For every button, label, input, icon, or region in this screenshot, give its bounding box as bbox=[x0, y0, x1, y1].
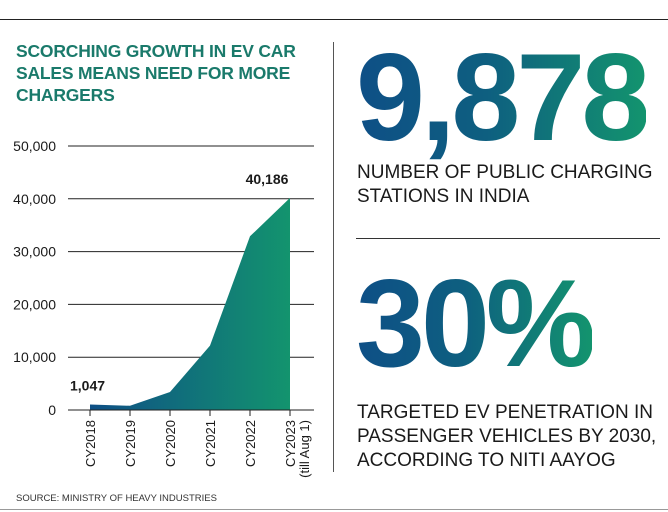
top-rule bbox=[0, 19, 668, 20]
data-point bbox=[289, 196, 292, 199]
y-tick-label: 20,000 bbox=[13, 296, 56, 312]
ev-penetration-target: 30% bbox=[356, 255, 596, 393]
y-tick-label: 50,000 bbox=[13, 138, 56, 154]
chart-title: SCORCHING GROWTH IN EV CAR SALES MEANS N… bbox=[16, 41, 296, 105]
x-tick-label: CY2021 bbox=[203, 420, 218, 467]
data-point bbox=[89, 403, 92, 406]
column-divider bbox=[333, 42, 334, 472]
charging-stations-label: NUMBER OF PUBLIC CHARGING STATIONS IN IN… bbox=[357, 162, 653, 207]
data-point bbox=[249, 235, 252, 238]
x-tick-label: CY2022 bbox=[243, 420, 258, 467]
data-point bbox=[169, 391, 172, 394]
ev-penetration-label: TARGETED EV PENETRATION IN PASSENGER VEH… bbox=[357, 402, 657, 471]
data-label: 40,186 bbox=[246, 171, 289, 187]
x-tick-label: CY2020 bbox=[163, 420, 178, 467]
y-tick-label: 40,000 bbox=[13, 191, 56, 207]
x-tick-sublabel: (till Aug 1) bbox=[297, 420, 312, 478]
bottom-rule bbox=[0, 509, 668, 510]
source-note: SOURCE: MINISTRY OF HEAVY INDUSTRIES bbox=[16, 493, 217, 504]
y-tick-label: 10,000 bbox=[13, 349, 56, 365]
data-point bbox=[209, 344, 212, 347]
area-series bbox=[90, 197, 290, 410]
y-tick-label: 0 bbox=[48, 402, 56, 418]
stat-divider bbox=[356, 238, 660, 239]
area-chart: 0 10,000 20,000 30,000 40,000 50,000 CY2018 CY2… bbox=[13, 138, 314, 478]
x-tick-label: CY2019 bbox=[123, 420, 138, 467]
x-tick-label: CY2023 bbox=[283, 420, 298, 467]
x-tick-label: CY2018 bbox=[83, 420, 98, 467]
y-tick-label: 30,000 bbox=[13, 244, 56, 260]
charging-stations-count: 9,878 bbox=[356, 29, 650, 167]
data-label: 1,047 bbox=[70, 377, 105, 393]
data-point bbox=[129, 404, 132, 407]
